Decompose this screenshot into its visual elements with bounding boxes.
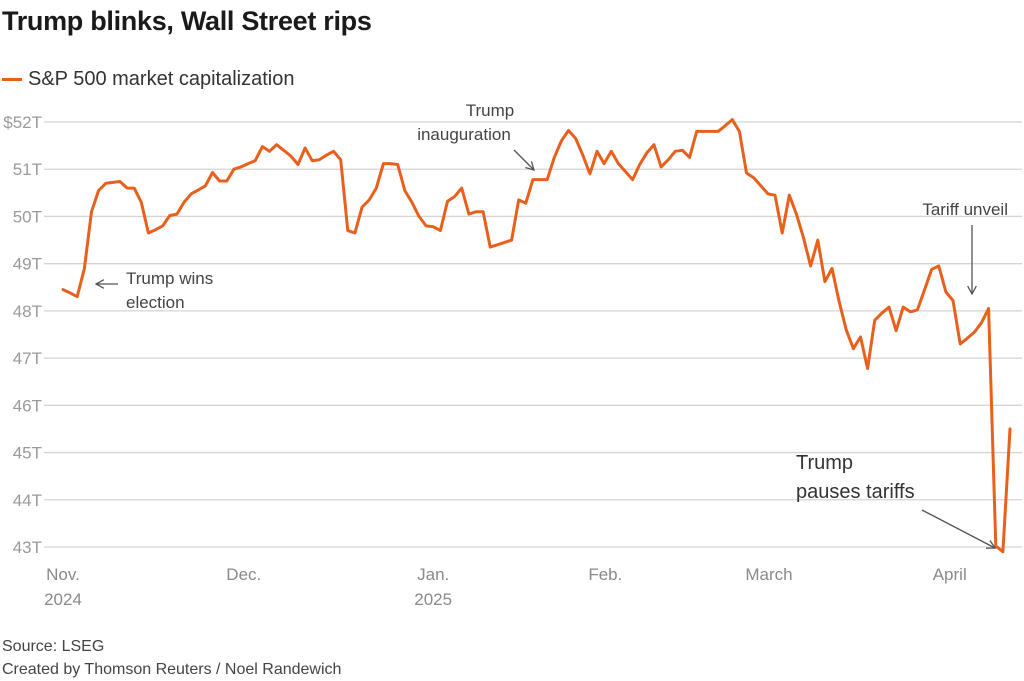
annotation-inauguration: Trump bbox=[466, 101, 515, 120]
legend-swatch bbox=[2, 78, 22, 81]
x-tick-label: Jan. bbox=[417, 565, 449, 584]
inauguration-arrow-head bbox=[525, 161, 535, 171]
legend-label: S&P 500 market capitalization bbox=[28, 68, 295, 90]
y-tick-label: 50T bbox=[13, 207, 42, 226]
y-tick-label: 47T bbox=[13, 349, 42, 368]
inauguration-arrow bbox=[513, 149, 535, 171]
legend: S&P 500 market capitalization bbox=[2, 68, 294, 91]
x-tick-label: April bbox=[933, 565, 967, 584]
annotation-inauguration: inauguration bbox=[417, 125, 511, 144]
pause-arrow-head bbox=[985, 540, 997, 549]
x-tick-label: Feb. bbox=[588, 565, 622, 584]
annotation-tariff-unveil: Tariff unveil bbox=[922, 200, 1008, 219]
annotation-election: election bbox=[126, 293, 185, 312]
annotation-pause: pauses tariffs bbox=[796, 481, 915, 503]
credit-note: Created by Thomson Reuters / Noel Randew… bbox=[2, 661, 342, 678]
annotation-pause: Trump bbox=[796, 452, 853, 474]
pause-arrow bbox=[921, 509, 996, 549]
y-tick-label: 49T bbox=[13, 255, 42, 274]
y-tick-label: 48T bbox=[13, 302, 42, 321]
y-tick-label: 46T bbox=[13, 396, 42, 415]
y-tick-label: 45T bbox=[13, 444, 42, 463]
x-tick-label: Dec. bbox=[226, 565, 261, 584]
y-tick-label: 44T bbox=[13, 491, 42, 510]
y-tick-label: $52T bbox=[3, 113, 42, 132]
x-tick-label: March bbox=[745, 565, 792, 584]
chart-title: Trump blinks, Wall Street rips bbox=[2, 6, 372, 36]
annotation-election: Trump wins bbox=[126, 269, 213, 288]
x-tick-label-year: 2025 bbox=[414, 590, 452, 609]
y-tick-label: 51T bbox=[13, 160, 42, 179]
election-arrow-head bbox=[94, 279, 105, 289]
y-tick-label: 43T bbox=[13, 538, 42, 557]
source-note: Source: LSEG bbox=[2, 638, 105, 655]
x-tick-label-year: 2024 bbox=[44, 590, 82, 609]
tariff-unveil-arrow-head bbox=[967, 285, 977, 296]
series-line bbox=[61, 118, 1012, 554]
x-tick-label: Nov. bbox=[46, 565, 80, 584]
